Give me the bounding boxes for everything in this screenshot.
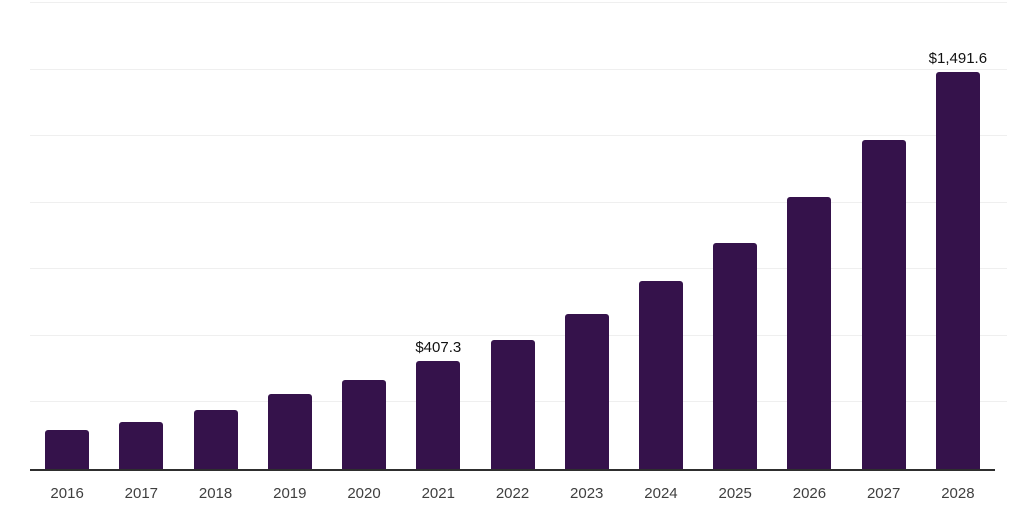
x-tick-label-2027: 2027	[866, 485, 901, 502]
bar-2016[interactable]	[45, 429, 90, 469]
x-tick-label-2021: 2021	[421, 485, 455, 502]
data-label-2028: $1,491.6	[928, 49, 988, 67]
x-tick-label-2026: 2026	[792, 485, 827, 502]
bar-2024[interactable]	[638, 281, 683, 469]
plot-area: $407.3 $1,491.6	[30, 2, 1007, 469]
x-axis-tick-labels: 2016 2017 2018 2019 2020 2021 2022 2023 2024 2025…	[0, 486, 1024, 506]
bar-2026[interactable]	[787, 197, 832, 469]
x-tick-label-2016: 2016	[50, 485, 84, 502]
gridline	[30, 334, 1007, 336]
bar-2019[interactable]	[267, 393, 312, 469]
bar-2021[interactable]	[416, 360, 461, 469]
bar-2020[interactable]	[342, 379, 387, 469]
x-tick-label-2018: 2018	[198, 485, 233, 502]
bar-2018[interactable]	[193, 410, 238, 469]
bar-2017[interactable]	[119, 422, 164, 469]
x-tick-label-2028: 2028	[941, 485, 975, 502]
bar-2023[interactable]	[564, 313, 609, 469]
gridline	[30, 68, 1007, 70]
bar-2028[interactable]	[935, 71, 980, 469]
x-tick-label-2025: 2025	[718, 485, 752, 502]
x-tick-label-2017: 2017	[124, 485, 159, 502]
gridline	[30, 268, 1007, 270]
x-tick-label-2023: 2023	[570, 485, 604, 502]
x-tick-label-2024: 2024	[644, 485, 678, 502]
data-label-2021: $407.3	[415, 338, 462, 356]
gridline	[30, 135, 1007, 137]
bar-2022[interactable]	[490, 339, 535, 469]
gridline	[30, 2, 1007, 3]
bar-2025[interactable]	[713, 243, 758, 469]
x-tick-label-2020: 2020	[347, 485, 381, 502]
x-tick-label-2022: 2022	[495, 485, 530, 502]
gridline	[30, 201, 1007, 203]
x-tick-label-2019: 2019	[273, 485, 307, 502]
x-axis-line	[30, 469, 995, 471]
bar-2027[interactable]	[861, 139, 906, 469]
